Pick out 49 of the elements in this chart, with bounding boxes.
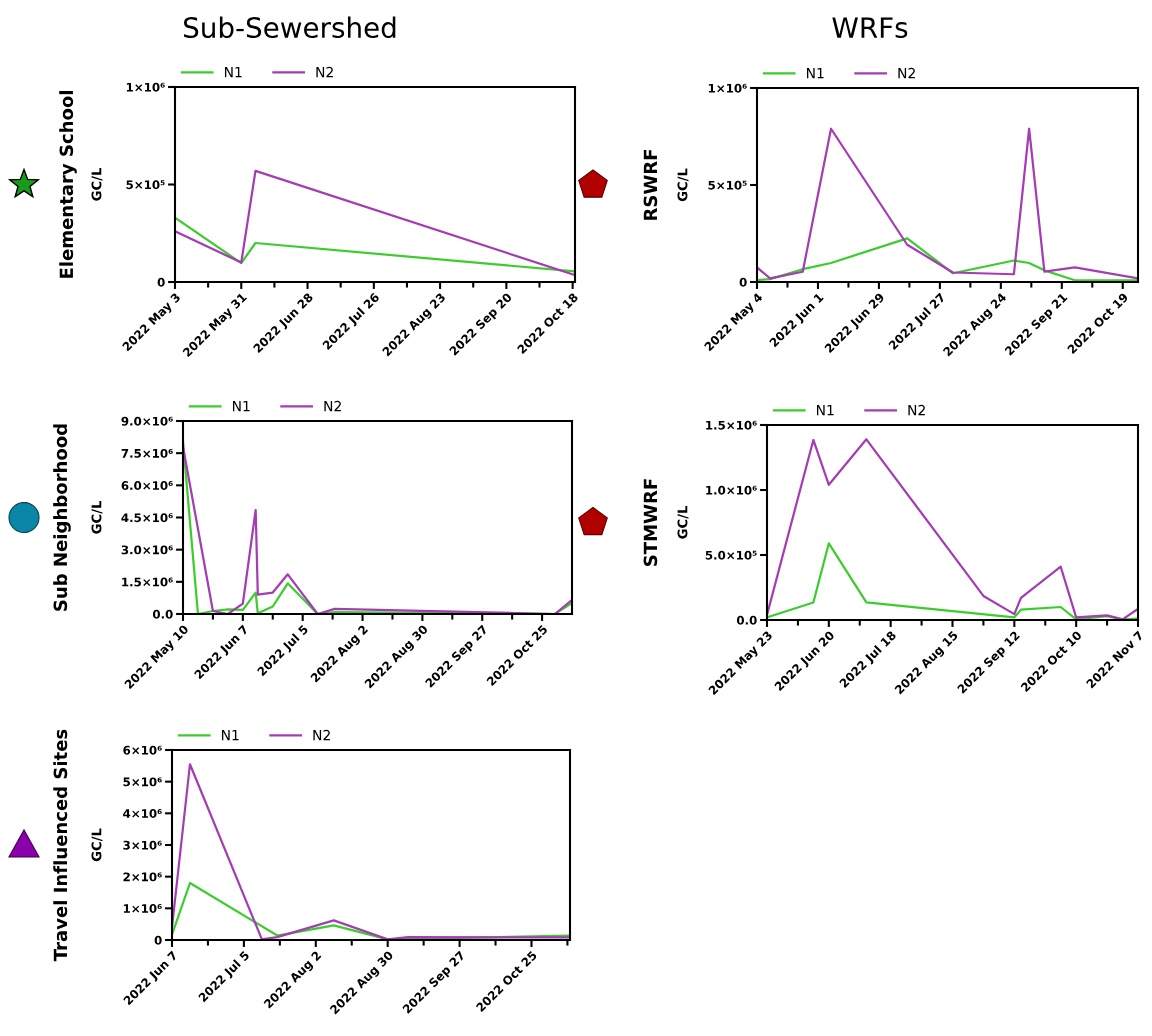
y-tick-label: 6×10⁶	[123, 745, 162, 755]
legend-label: N1	[221, 730, 239, 741]
y-tick-label: 5.0×10⁵	[705, 550, 757, 560]
y-tick-label: 9.0×10⁶	[121, 416, 173, 426]
y-tick-label: 7.5×10⁶	[121, 448, 173, 458]
chart-title: Sub-Sewershed	[184, 16, 396, 39]
y-tick-label: 1×10⁶	[708, 83, 747, 93]
y-tick-label: 1.5×10⁶	[122, 577, 173, 587]
text: Elementary School	[59, 91, 77, 278]
y-tick-label: 4.5×10⁶	[121, 513, 173, 523]
y-tick-label: 3.0×10⁶	[121, 545, 173, 555]
y-axis-title: GC/L	[91, 828, 103, 862]
y-tick-label: 5×10⁵	[126, 180, 165, 190]
y-tick-label: 0.0	[736, 615, 757, 625]
text: STMWRF	[643, 479, 658, 566]
text: Sub Neighborhood	[53, 424, 71, 611]
y-tick-label: 0	[157, 277, 165, 287]
y-tick-label: 6.0×10⁶	[121, 481, 173, 490]
y-tick-label: 4×10⁶	[123, 809, 162, 818]
y-tick-label: 5×10⁵	[708, 180, 747, 190]
legend-label: N1	[224, 67, 242, 78]
y-axis-title: GC/L	[91, 167, 103, 201]
y-tick-label: 2×10⁶	[123, 872, 162, 882]
y-tick-label: 1×10⁶	[123, 904, 162, 913]
line-series	[175, 169, 575, 277]
legend-label: N2	[908, 404, 925, 416]
y-tick-label: 0	[739, 277, 747, 287]
y-tick-label: 0.0	[152, 609, 173, 619]
y-tick-label: 1.0×10⁶	[706, 485, 757, 495]
line-series	[175, 216, 575, 273]
y-tick-label: 0	[154, 935, 162, 945]
legend-label: N2	[316, 66, 333, 78]
y-axis-title: GC/L	[91, 500, 103, 534]
legend-label: N1	[232, 401, 250, 412]
legend-label: N2	[898, 67, 915, 79]
y-tick-label: 1.5×10⁶	[706, 420, 757, 430]
y-tick-label: 1×10⁶	[126, 82, 165, 92]
chart-title: WRFs	[832, 17, 908, 39]
line-series	[757, 127, 1138, 280]
y-axis-title: GC/L	[677, 505, 689, 539]
legend-label: N2	[313, 729, 330, 741]
text: RSWRF	[643, 149, 658, 220]
legend-label: N1	[816, 405, 834, 416]
legend-label: N2	[324, 400, 341, 412]
y-tick-label: 3×10⁶	[123, 840, 162, 850]
y-axis-title: GC/L	[677, 168, 689, 202]
y-tick-label: 5×10⁶	[123, 777, 162, 787]
text: Travel Influenced Sites	[53, 729, 68, 962]
legend-label: N1	[806, 68, 824, 79]
